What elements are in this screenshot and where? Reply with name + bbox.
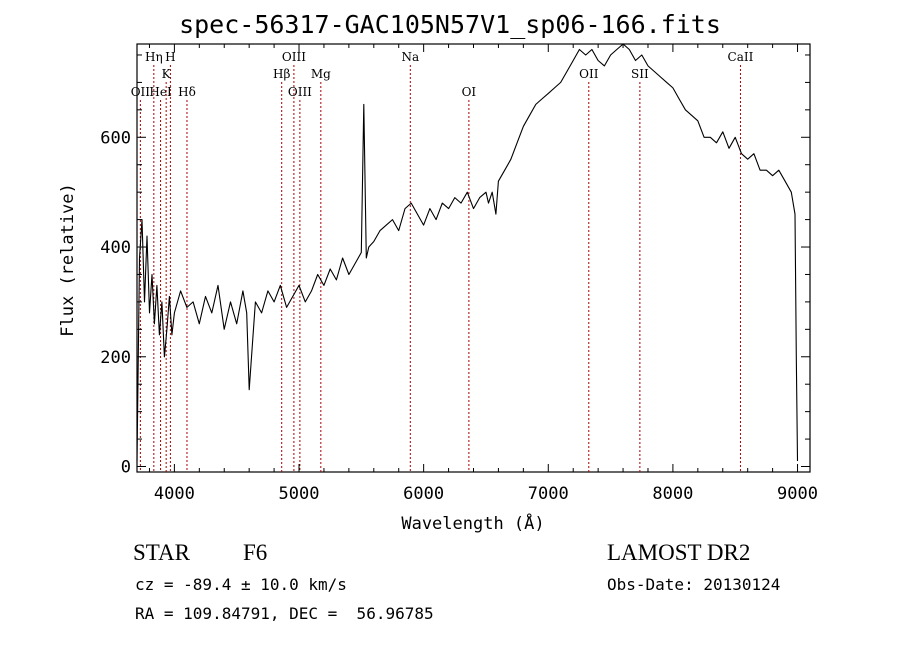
- x-tick-label: 4000: [154, 484, 195, 504]
- x-tick-label: 7000: [528, 484, 569, 504]
- spectral-line-label: CaII: [728, 50, 754, 64]
- spectral-line-label: Mg: [311, 67, 331, 81]
- y-tick-label: 0: [121, 458, 131, 478]
- chart-title: spec-56317-GAC105N57V1_sp06-166.fits: [179, 10, 721, 39]
- spectral-line-label: OIII: [288, 85, 312, 99]
- spectral-line-label: OII: [579, 67, 599, 81]
- survey-name: LAMOST DR2: [607, 540, 751, 565]
- x-tick-label: 8000: [652, 484, 693, 504]
- spectral-line-label: OII: [131, 85, 151, 99]
- spectral-line-label: Na: [401, 50, 419, 64]
- spectral-line-label: H: [165, 50, 175, 64]
- spectral-line-label: K: [162, 67, 172, 81]
- obs-date: Obs-Date: 20130124: [607, 575, 781, 594]
- plot-frame: [136, 43, 811, 473]
- spectrum-series: [136, 43, 799, 462]
- y-tick-label: 400: [100, 238, 131, 258]
- y-tick-label: 200: [100, 348, 131, 368]
- x-tick-label: 9000: [777, 484, 818, 504]
- spectral-line-label: HeI: [149, 85, 172, 99]
- x-tick-label: 5000: [279, 484, 320, 504]
- spectral-line-label: Hη: [145, 50, 163, 64]
- spectrum-line: [136, 43, 799, 462]
- coordinates: RA = 109.84791, DEC = 56.96785: [135, 604, 434, 623]
- spectral-line-label: Hβ: [273, 67, 290, 81]
- x-axis-label: Wavelength (Å): [401, 512, 544, 534]
- redshift-text: cz = -89.4 ± 10.0 km/s: [135, 575, 347, 594]
- spectral-line-label: SII: [631, 67, 649, 81]
- subclass: F6: [243, 540, 268, 565]
- axis-ticks: 4000 5000 6000 7000 8000 9000 0 200 400 600: [100, 44, 818, 504]
- x-tick-label: 6000: [403, 484, 444, 504]
- y-axis-label: Flux (relative): [58, 183, 78, 337]
- object-type: STAR: [133, 540, 190, 565]
- spectral-line-label: OI: [462, 85, 477, 99]
- spectral-line-label: Hδ: [178, 85, 196, 99]
- line-markers: OII Hη HeI KH Hδ Hβ OIII OIII Mg Na OI OII SII CaII: [131, 50, 754, 472]
- y-tick-label: 600: [100, 128, 131, 148]
- spectral-line-label: OIII: [282, 50, 306, 64]
